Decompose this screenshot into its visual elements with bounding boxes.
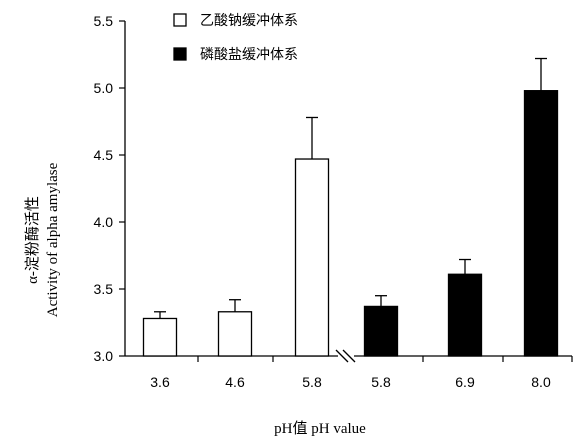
legend-label: 磷酸盐缓冲体系 [200,47,298,63]
y-axis: 3.0 3.5 4.0 4.5 5.0 5.5 [94,13,126,364]
bar [217,311,253,357]
bar [447,273,483,357]
x-tick-label: 5.8 [371,374,391,390]
x-axis: 3.6 4.6 5.8 5.8 6.9 8.0 [125,349,573,390]
y-tick-label: 3.0 [94,348,114,364]
x-tick-label: 5.8 [302,374,322,390]
y-axis-title-en: Activity of alpha amylase [45,162,61,317]
bar [363,305,399,357]
y-tick-label: 5.0 [94,80,114,96]
bar [523,90,559,357]
bars-group [142,57,559,357]
legend-swatch [173,13,187,27]
legend-swatch [173,47,187,61]
x-tick-label: 3.6 [150,374,170,390]
axis-break-mark [342,349,356,363]
bar [142,317,178,357]
legend-label: 乙酸钠缓冲体系 [200,13,298,29]
x-tick-label: 6.9 [455,374,475,390]
y-tick-label: 5.5 [94,13,114,29]
x-tick-label: 8.0 [531,374,551,390]
bar [294,158,330,357]
axis-break-mark [335,349,349,363]
x-axis-title: pH值 pH value [274,420,366,437]
y-tick-label: 4.5 [94,147,114,163]
y-axis-title-cn: α-淀粉酶活性 [24,196,41,284]
y-tick-label: 4.0 [94,214,114,230]
x-tick-label: 4.6 [225,374,245,390]
y-tick-label: 3.5 [94,281,114,297]
